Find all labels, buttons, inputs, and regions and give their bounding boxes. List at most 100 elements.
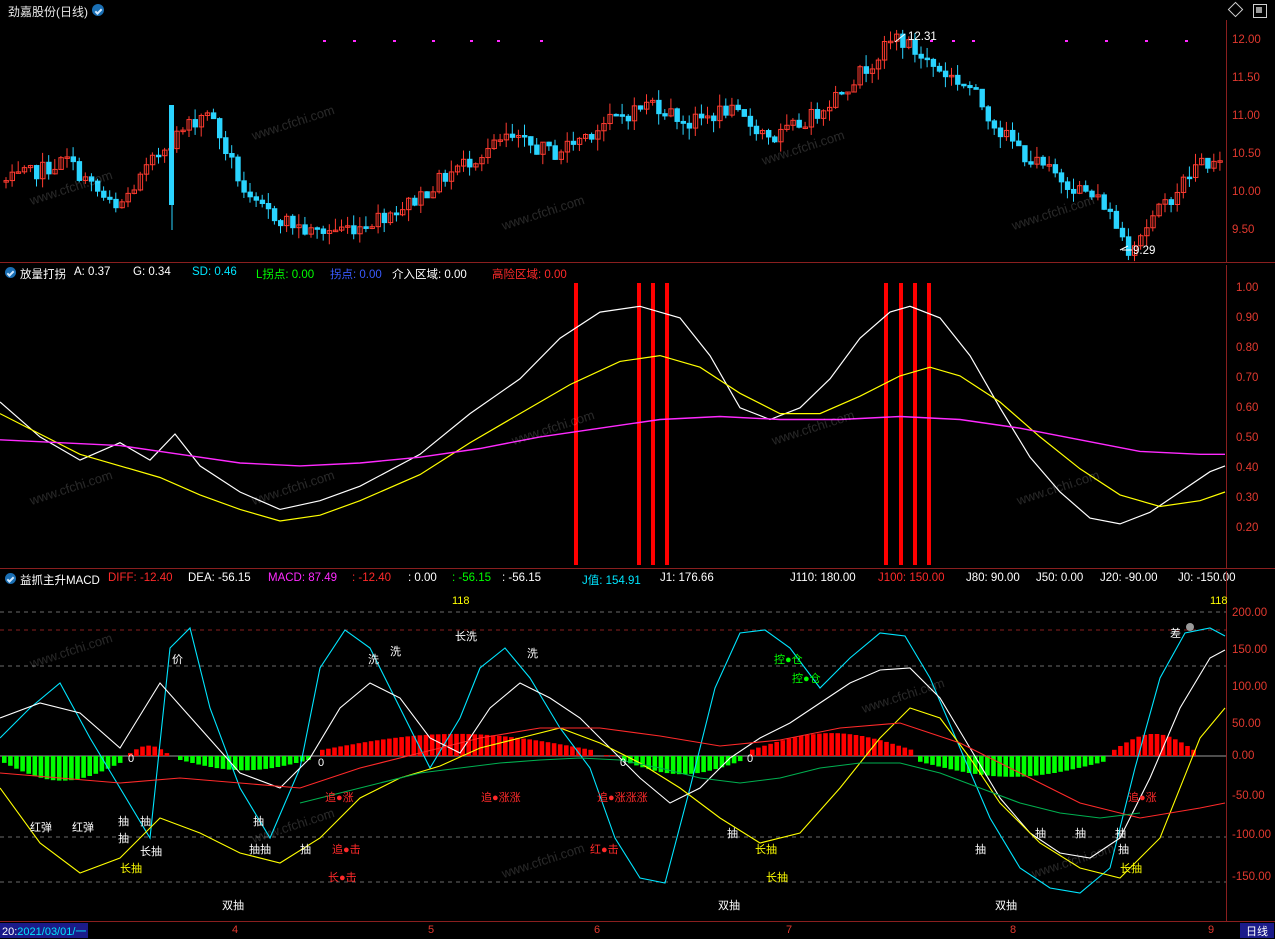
ind2-dea: DEA: -56.15 <box>188 572 251 584</box>
check-circle-icon[interactable] <box>5 573 16 584</box>
ind2-v3: : -56.15 <box>452 572 491 584</box>
ind2-ytick-1: 150.00 <box>1232 644 1268 656</box>
check-circle-icon[interactable] <box>92 4 104 16</box>
chart-marker-label: 长抽 <box>755 844 777 856</box>
ind1-ytick-8: 0.20 <box>1236 522 1259 534</box>
price-ytick-2: 11.00 <box>1232 110 1260 122</box>
indicator2-title: 益抓主升MACD <box>20 575 100 587</box>
chart-marker-label: 控●仓 <box>792 673 821 685</box>
ind1-ytick-6: 0.40 <box>1236 462 1259 474</box>
chart-marker-label: 抽 <box>1035 828 1046 840</box>
chart-marker-label: 抽 <box>140 816 151 828</box>
ind2-j50: J50: 0.00 <box>1036 572 1084 584</box>
window-title: 劲嘉股份(日线) <box>8 5 88 19</box>
chart-marker-label: 长●击 <box>328 872 357 884</box>
price-ytick-1: 11.50 <box>1232 72 1260 84</box>
chart-marker-label: 控●仓 <box>774 654 803 666</box>
ind1-ytick-7: 0.30 <box>1236 492 1259 504</box>
chart-marker-label: 追●击 <box>332 844 361 856</box>
ind1-ytick-5: 0.50 <box>1236 432 1259 444</box>
ind2-ytick-6: -100.00 <box>1232 829 1272 841</box>
chart-marker-label: 长抽 <box>766 872 788 884</box>
chart-marker-label: 红弹 <box>30 822 52 834</box>
chart-marker-label: 抽 <box>253 816 264 828</box>
chart-marker-label: 洗 <box>527 648 538 660</box>
ind2-j0: J0: -150.00 <box>1178 572 1236 584</box>
ind2-macd: MACD: 87.49 <box>268 572 338 584</box>
ind2-ytick-5: -50.00 <box>1232 790 1265 802</box>
candlestick-price-panel[interactable]: 12.31 9.29 12.00 11.50 11.00 10.50 10.00… <box>0 20 1275 262</box>
ind2-j1: J1: 176.66 <box>660 572 714 584</box>
price-low-label: 9.29 <box>1133 245 1155 257</box>
chart-marker-label: 红弹 <box>72 822 94 834</box>
price-axis-divider <box>1226 20 1227 262</box>
ind2-ytick-4: 0.00 <box>1232 750 1255 762</box>
ind2-j100: J100: 150.00 <box>878 572 945 584</box>
indicator1-field-risk: 高险区域: 0.00 <box>492 269 567 281</box>
chart-marker-label: 长抽 <box>1120 863 1142 875</box>
indicator1-header[interactable]: 放量打拐 A: 0.37 G: 0.34 SD: 0.46 L拐点: 0.00 … <box>0 265 1275 281</box>
chart-marker-label: 红●击 <box>590 844 619 856</box>
current-date-box: 20:2021/03/01/一 <box>0 923 89 938</box>
period-selector[interactable]: 日线 <box>1240 923 1274 938</box>
ind1-ytick-0: 1.00 <box>1236 282 1259 294</box>
chart-marker-label: 长洗 <box>455 631 477 643</box>
price-ytick-4: 10.00 <box>1232 186 1261 198</box>
indicator2-axis-divider <box>1226 571 1227 922</box>
indicator1-axis-divider <box>1226 265 1227 568</box>
restore-window-icon[interactable] <box>1253 4 1267 18</box>
chart-marker-label: 追●涨 <box>1128 792 1157 804</box>
chart-marker-label: 洗 <box>368 654 379 666</box>
chart-marker-label: 抽 <box>1075 828 1086 840</box>
panel-divider-1 <box>0 262 1275 263</box>
chart-marker-label: 追●涨 <box>325 792 354 804</box>
indicator2-panel[interactable]: 200.00 150.00 100.00 50.00 0.00 -50.00 -… <box>0 571 1275 922</box>
ind2-v2: : 0.00 <box>408 572 437 584</box>
indicator1-field-entry: 介入区域: 0.00 <box>392 269 467 281</box>
ind2-diff: DIFF: -12.40 <box>108 572 173 584</box>
time-axis-bar[interactable]: 20:2021/03/01/一 4 5 6 7 8 9 日线 <box>0 921 1275 939</box>
chart-marker-label: 双抽 <box>995 900 1017 912</box>
ind2-ytick-7: -150.00 <box>1232 871 1272 883</box>
chart-marker-label: 0 <box>620 757 627 769</box>
indicator1-panel[interactable]: 1.00 0.90 0.80 0.70 0.60 0.50 0.40 0.30 … <box>0 265 1275 568</box>
chart-marker-label: 追●涨涨 <box>481 792 521 804</box>
chart-marker-label: 抽 <box>300 844 311 856</box>
price-ytick-3: 10.50 <box>1232 148 1261 160</box>
ind1-ytick-2: 0.80 <box>1236 342 1259 354</box>
chart-marker-label: 双抽 <box>222 900 244 912</box>
indicator2-header[interactable]: 益抓主升MACD DIFF: -12.40 DEA: -56.15 MACD: … <box>0 571 1275 587</box>
ind2-ytick-3: 50.00 <box>1232 718 1261 730</box>
chart-marker-label: 抽 <box>1115 828 1126 840</box>
chart-marker-label: 抽抽 <box>249 844 271 856</box>
indicator1-title: 放量打拐 <box>20 269 66 281</box>
chart-marker-label: 0 <box>318 757 325 769</box>
check-circle-icon[interactable] <box>5 267 16 278</box>
title-bar: 劲嘉股份(日线) <box>0 0 1275 21</box>
chart-marker-label: 双抽 <box>718 900 740 912</box>
ind1-ytick-3: 0.70 <box>1236 372 1259 384</box>
chart-marker-label: 洗 <box>390 646 401 658</box>
indicator1-field-turn: 拐点: 0.00 <box>330 269 382 281</box>
chart-marker-label: 抽 <box>118 833 129 845</box>
chart-marker-label: 抽 <box>727 828 738 840</box>
ind2-j20: J20: -90.00 <box>1100 572 1158 584</box>
indicator1-field-a: A: 0.37 <box>74 266 111 278</box>
time-tick-6: 6 <box>594 924 601 936</box>
chart-marker-label: 价 <box>172 654 183 666</box>
chart-marker-label: 抽 <box>118 816 129 828</box>
chart-marker-label: 118 <box>1210 595 1228 607</box>
period-label: 日线 <box>1246 926 1268 938</box>
indicator1-field-g: G: 0.34 <box>133 266 171 278</box>
ind2-ytick-0: 200.00 <box>1232 607 1268 619</box>
price-ytick-0: 12.00 <box>1232 34 1261 46</box>
ind1-ytick-4: 0.60 <box>1236 402 1259 414</box>
ind1-ytick-1: 0.90 <box>1236 312 1259 324</box>
price-ytick-5: 9.50 <box>1232 224 1255 236</box>
time-tick-7: 7 <box>786 924 793 936</box>
ind2-j80: J80: 90.00 <box>966 572 1020 584</box>
diamond-icon[interactable] <box>1227 1 1244 18</box>
current-date-text: 20:2021/03/01/一 <box>2 926 87 938</box>
chart-marker-label: 抽 <box>1118 844 1129 856</box>
